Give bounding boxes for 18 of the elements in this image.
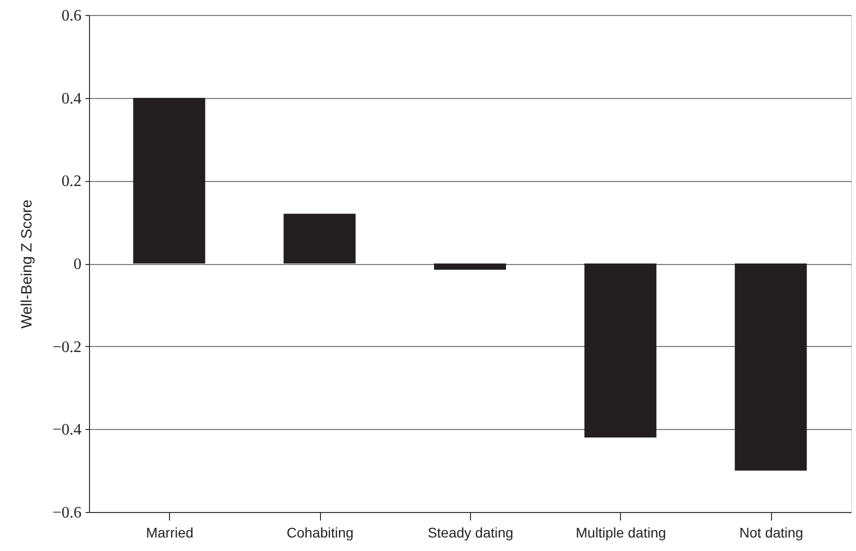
y-tick-label: −0.2 bbox=[52, 338, 82, 356]
x-tick-label: Steady dating bbox=[428, 524, 514, 540]
y-tick-label: 0.4 bbox=[62, 90, 82, 108]
y-axis-title: Well-Being Z Score bbox=[18, 200, 36, 328]
bar bbox=[734, 264, 807, 471]
y-tick-label: −0.4 bbox=[52, 422, 82, 439]
x-tick-label: Married bbox=[146, 524, 194, 540]
x-tick-label: Not dating bbox=[739, 524, 804, 540]
bar bbox=[133, 98, 206, 264]
x-tick-label: Multiple dating bbox=[576, 524, 666, 540]
bar bbox=[584, 264, 656, 438]
x-tick-label: Cohabiting bbox=[286, 524, 354, 540]
y-tick-label: 0.6 bbox=[62, 8, 82, 24]
bar bbox=[284, 214, 356, 264]
y-tick-label: −0.6 bbox=[52, 504, 82, 522]
y-tick-label: 0 bbox=[74, 256, 82, 273]
bar bbox=[434, 264, 506, 270]
y-tick-label: 0.2 bbox=[62, 173, 82, 190]
